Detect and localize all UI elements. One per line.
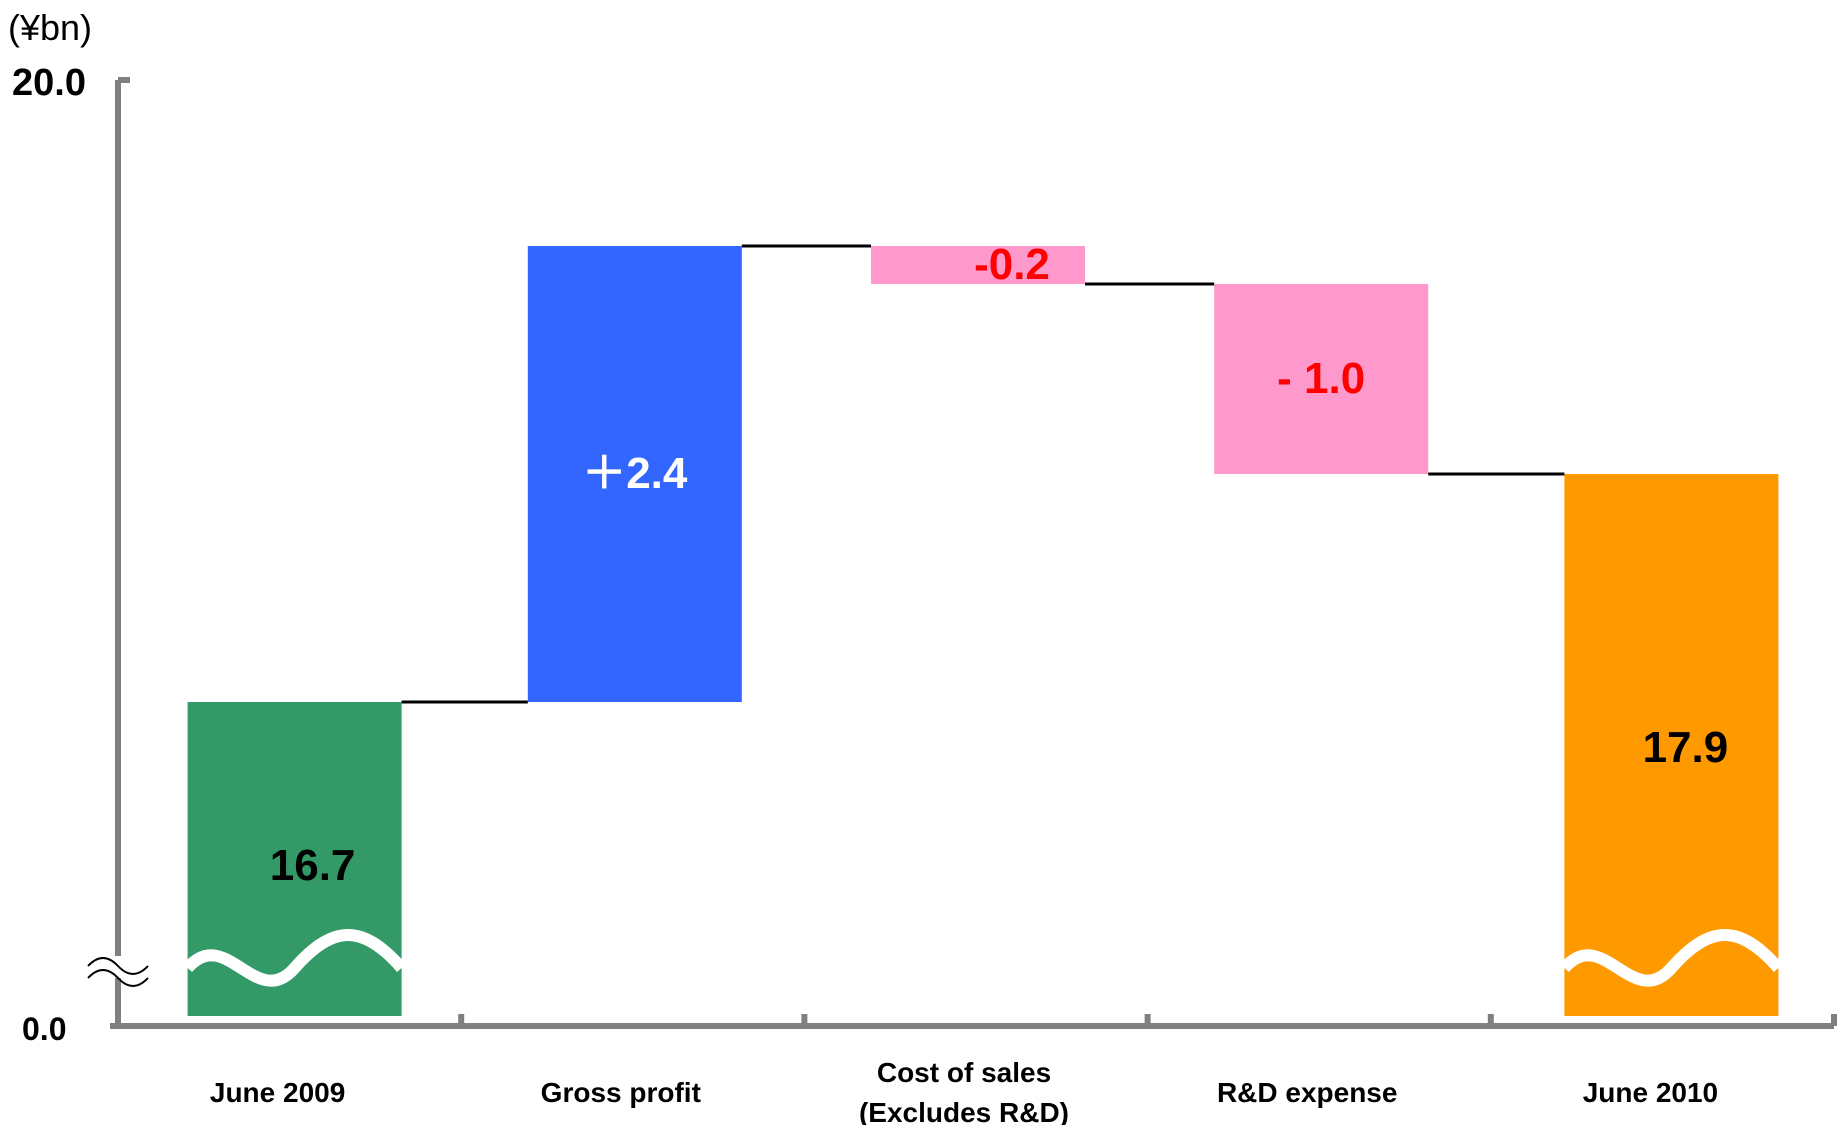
bar-value-label: -0.2	[974, 240, 1050, 289]
x-tick-label: Gross profit	[541, 1077, 701, 1108]
bar-4	[1564, 474, 1779, 1016]
bar-break-wave	[183, 929, 407, 987]
connectors-group	[401, 244, 1565, 704]
bar-value-label: 17.9	[1643, 723, 1729, 772]
bar-value-label: - 1.0	[1277, 354, 1365, 403]
y-tick-label-bottom: 0.0	[22, 1011, 66, 1047]
bar-2	[871, 246, 1085, 284]
axis-breaks-group	[87, 929, 1783, 987]
bar-break-wave	[1559, 929, 1783, 987]
unit-label: (¥bn)	[8, 7, 92, 48]
x-tick-label: June 2009	[210, 1077, 345, 1108]
axes-group	[110, 77, 1837, 1029]
bar-3	[1214, 284, 1429, 474]
y-axis-break-icon	[87, 957, 149, 975]
x-tick-label: June 2010	[1583, 1077, 1718, 1108]
labels-group: (¥bn) 20.0 0.0 16.7 ＋2.4 -0.2 - 1.0 17.9 June 20…	[8, 7, 1729, 1128]
bar-value-label: ＋2.4	[582, 449, 688, 498]
y-axis-break-icon	[87, 969, 149, 987]
x-tick-label: R&D expense	[1217, 1077, 1398, 1108]
bar-value-label: 16.7	[270, 841, 356, 890]
x-tick-label: Cost of sales (Excludes R&D)	[859, 1057, 1069, 1125]
bars-group	[187, 246, 1779, 1016]
bar-1	[527, 246, 742, 702]
y-tick-label-top: 20.0	[12, 62, 86, 104]
